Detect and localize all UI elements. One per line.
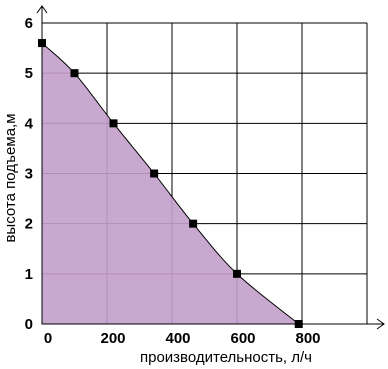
y-axis-label: высота подъема,м (2, 113, 19, 242)
data-point-4 (189, 219, 198, 228)
x-tick-label-1: 200 (100, 330, 125, 347)
data-point-6 (294, 320, 303, 328)
x-tick-labels: 0 200 400 600 800 (44, 330, 321, 347)
data-markers (38, 39, 303, 328)
y-tick-label-6: 6 (25, 15, 33, 32)
y-tick-label-4: 4 (25, 115, 34, 132)
data-point-3 (150, 169, 159, 178)
x-tick-label-2: 400 (165, 330, 190, 347)
y-tick-label-1: 1 (25, 266, 33, 283)
data-point-5 (233, 269, 241, 278)
x-tick-label-0: 0 (44, 330, 52, 347)
x-tick-label-3: 600 (230, 330, 255, 347)
y-tick-label-2: 2 (25, 216, 33, 233)
performance-area (41, 41, 301, 325)
x-tick-label-4: 800 (295, 330, 320, 347)
axes (36, 5, 385, 330)
x-axis-arrow (376, 318, 385, 330)
data-point-0 (38, 39, 46, 48)
data-point-2 (109, 119, 118, 128)
y-tick-label-0: 0 (25, 316, 33, 333)
y-tick-labels: 0 1 2 3 4 5 6 (25, 15, 34, 333)
x-axis-label: производительность, л/ч (140, 349, 312, 366)
y-axis-arrow (36, 5, 48, 14)
y-tick-label-5: 5 (25, 65, 33, 82)
data-point-1 (70, 69, 79, 78)
y-tick-label-3: 3 (25, 166, 33, 183)
